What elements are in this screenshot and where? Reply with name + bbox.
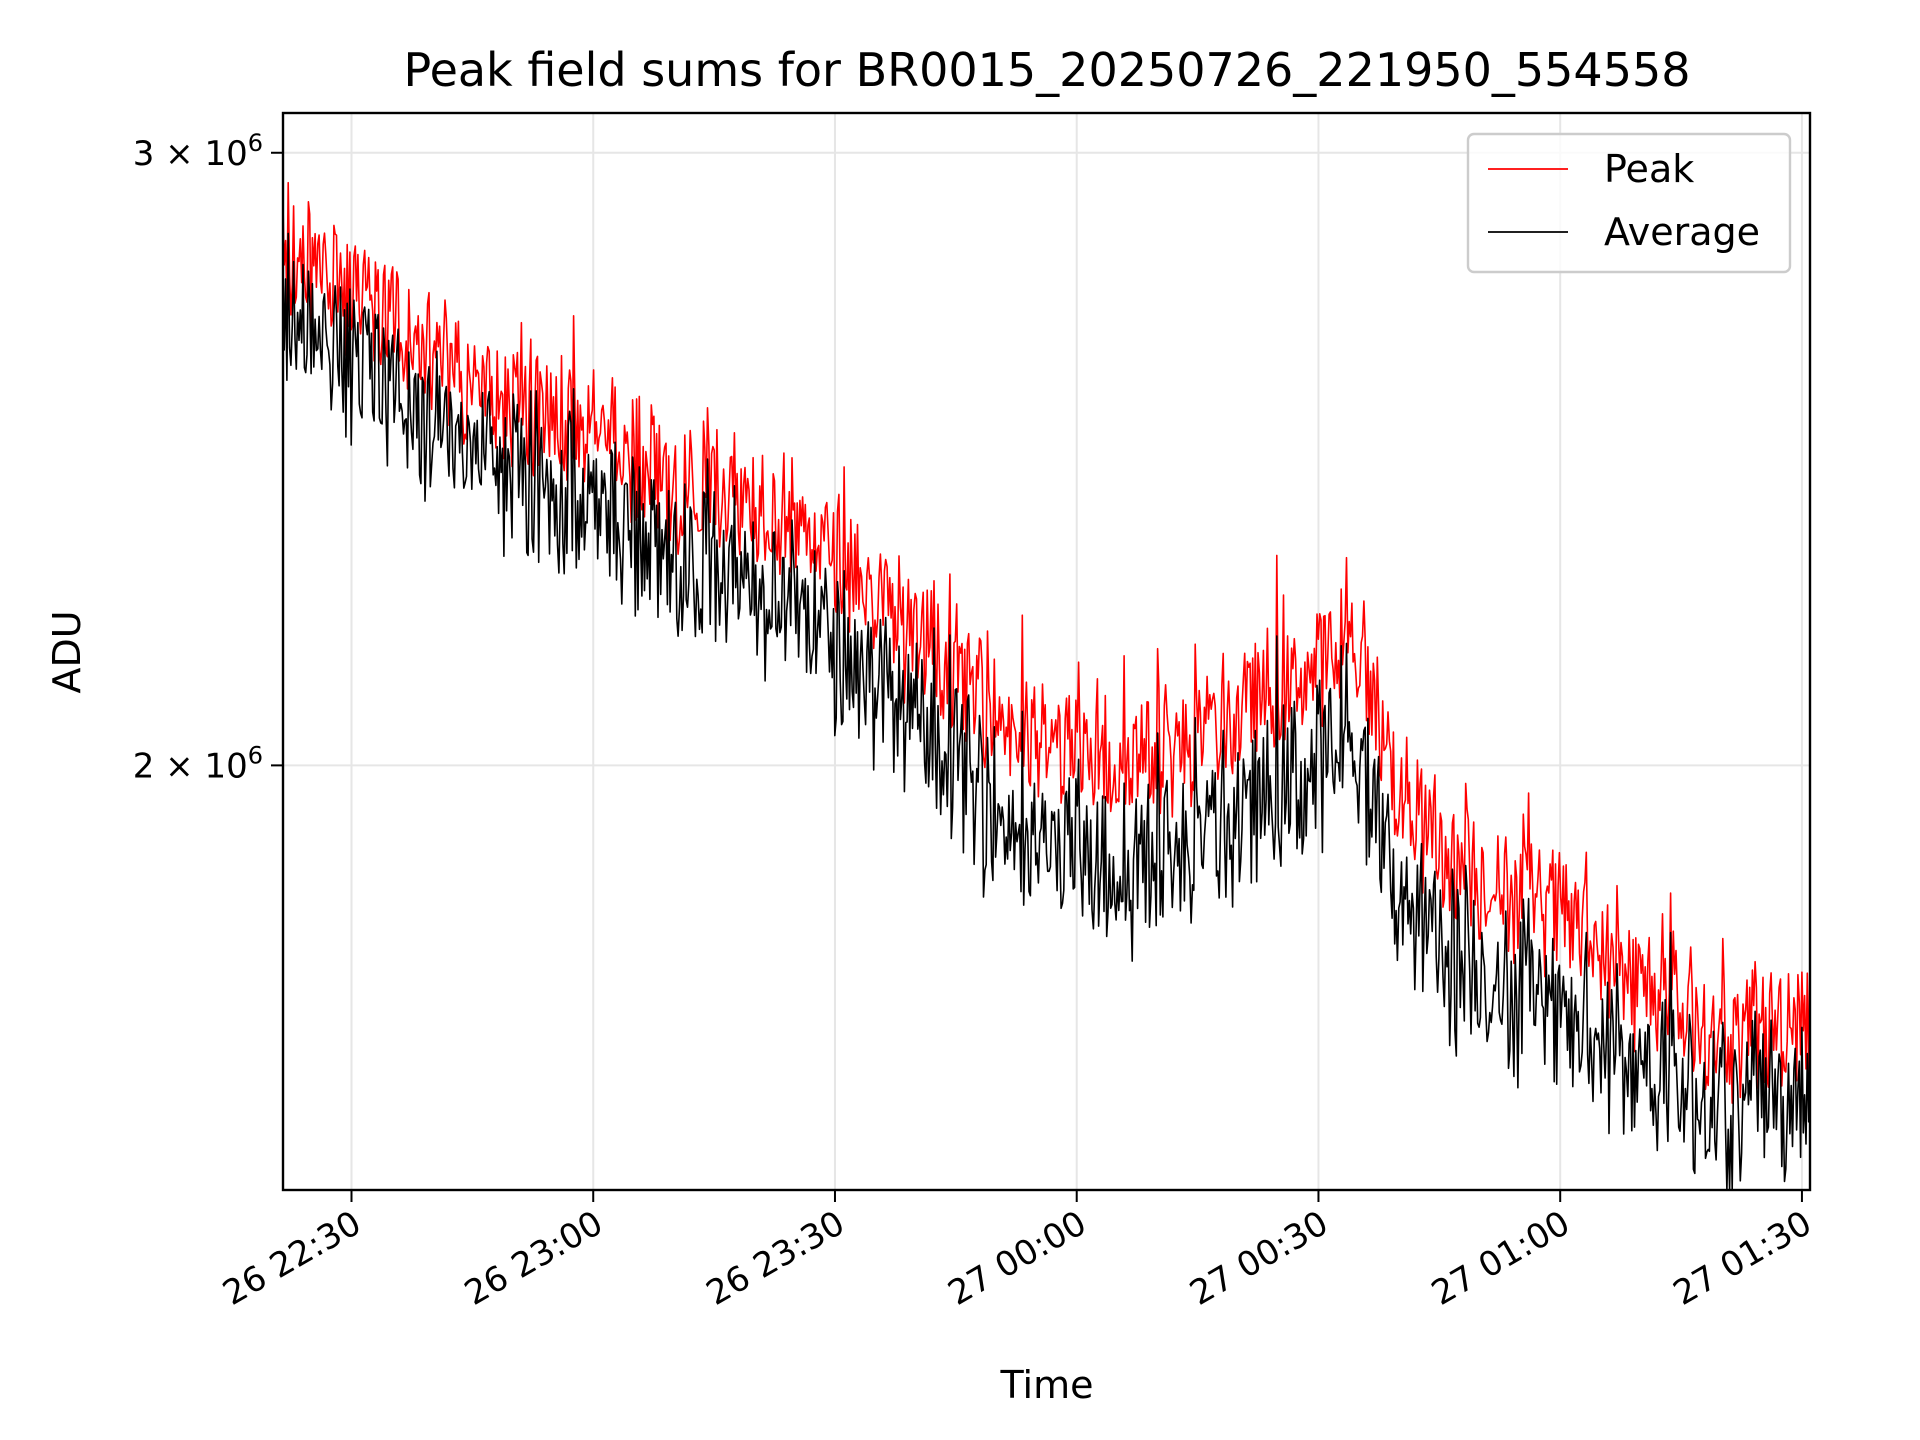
legend: Peak Average	[1466, 132, 1792, 274]
chart-title: Peak field sums for BR0015_20250726_2219…	[403, 43, 1690, 97]
x-axis-label: Time	[1000, 1363, 1094, 1407]
plot-frame	[281, 111, 1812, 1192]
y-tick-label: 2 × 106	[133, 741, 263, 786]
series-line-average	[282, 232, 1811, 1191]
series-line-peak	[282, 181, 1811, 1104]
series-layer	[282, 181, 1811, 1191]
legend-label-peak: Peak	[1604, 147, 1694, 191]
y-axis-label: ADU	[45, 610, 89, 693]
y-tick-label: 3 × 106	[133, 129, 263, 174]
legend-label-average: Average	[1604, 210, 1760, 254]
y-axis: 2 × 106 3 × 106	[133, 129, 283, 786]
